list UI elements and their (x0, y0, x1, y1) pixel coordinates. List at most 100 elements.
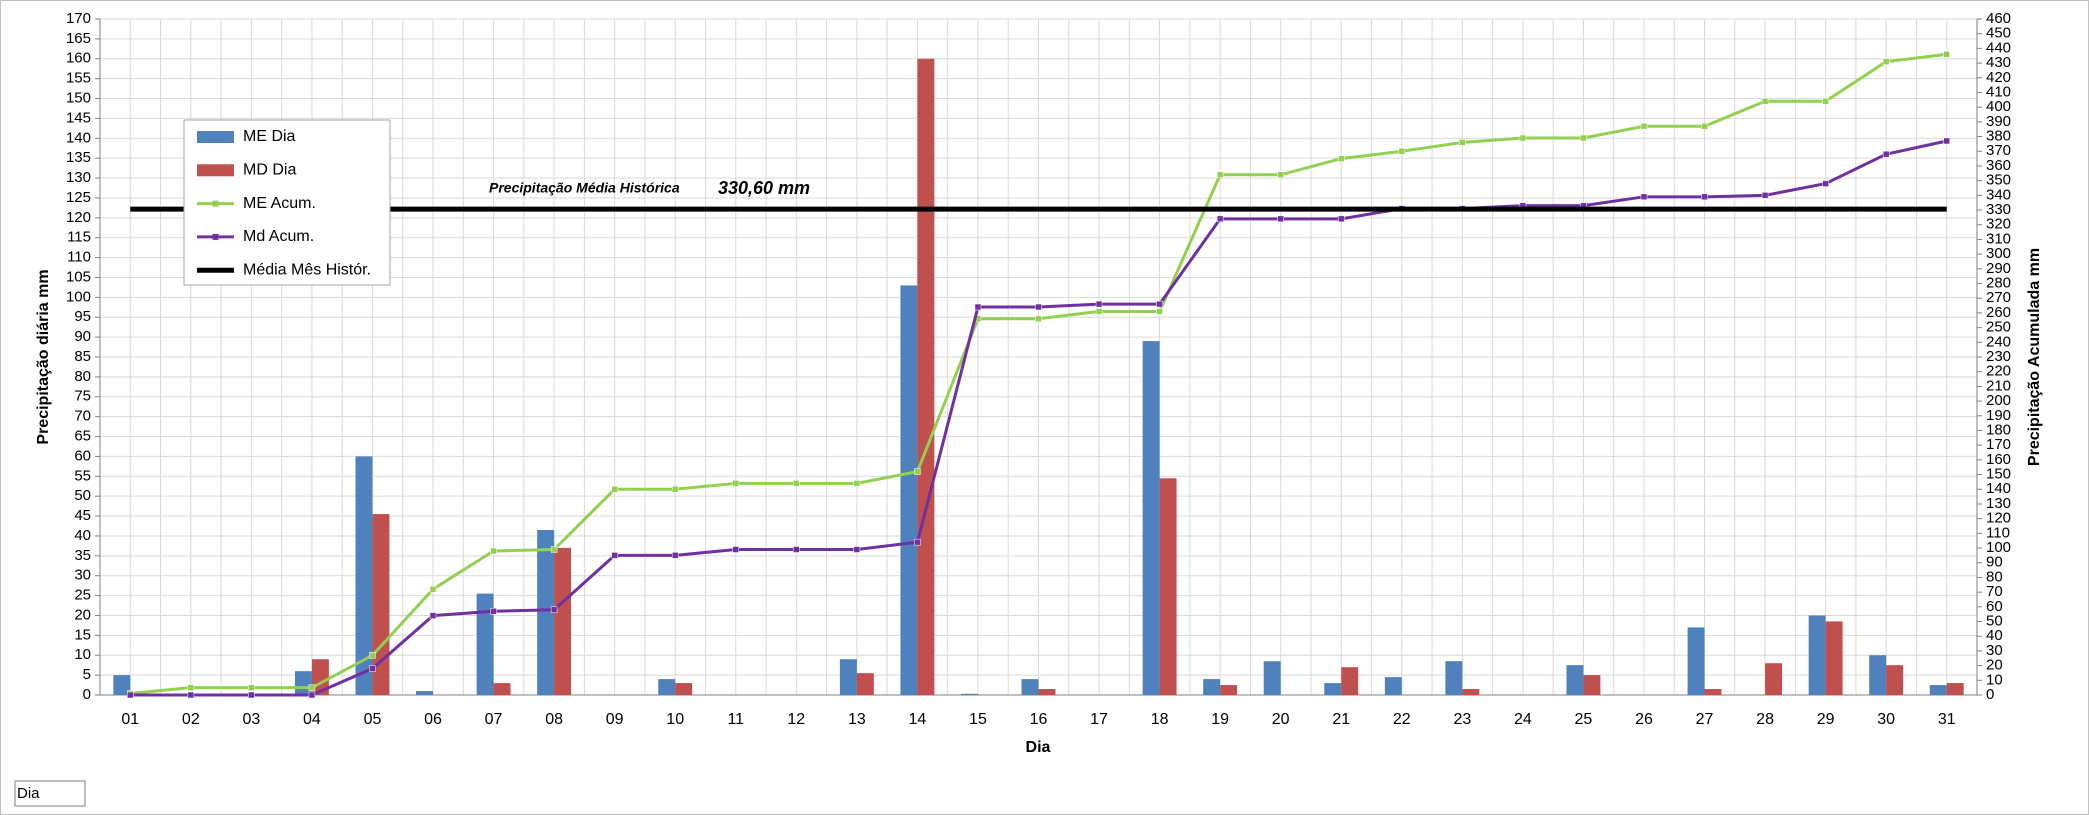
line-marker (308, 684, 316, 691)
line-marker (1095, 308, 1103, 315)
bar (1142, 341, 1160, 695)
x-tick-label: 14 (909, 711, 927, 728)
bar (1384, 677, 1402, 695)
y-tick-label: 0 (83, 686, 91, 703)
y2-tick-label: 340 (1986, 186, 2011, 203)
x-tick-label: 24 (1514, 711, 1532, 728)
y2-tick-label: 400 (1986, 98, 2011, 115)
line-marker (1640, 193, 1648, 201)
field-button-label[interactable]: Dia (17, 785, 40, 802)
line-marker (611, 552, 618, 559)
line-marker (793, 480, 800, 487)
field-button[interactable] (14, 780, 86, 807)
y-tick-label: 60 (74, 447, 91, 464)
y2-tick-label: 120 (1986, 510, 2011, 527)
bar (1566, 665, 1584, 695)
bar (416, 691, 434, 695)
y-tick-label: 45 (74, 507, 91, 524)
y-tick-label: 170 (66, 10, 91, 27)
line-marker (127, 691, 134, 699)
y-tick-label: 75 (74, 388, 91, 405)
bar (1021, 679, 1039, 695)
y-tick-label: 135 (66, 149, 91, 166)
bar (1341, 667, 1359, 695)
y2-tick-label: 220 (1986, 363, 2011, 380)
line-marker (1156, 300, 1163, 308)
y2-tick-label: 460 (1986, 10, 2011, 27)
line-marker (1216, 171, 1224, 179)
y-tick-label: 5 (83, 666, 91, 683)
line-marker (1277, 171, 1284, 179)
line-marker (1882, 58, 1890, 65)
line-marker (1882, 150, 1890, 158)
x-tick-label: 22 (1393, 711, 1411, 728)
y-tick-label: 165 (66, 30, 91, 47)
line-marker (1156, 308, 1163, 315)
bar (658, 679, 676, 695)
legend: ME Dia MD Dia ME Acum. Md Acum. Média Mês Hi… (183, 119, 391, 286)
line-marker (671, 486, 679, 493)
y2-tick-label: 60 (1986, 598, 2003, 615)
x-tick-label: 31 (1938, 711, 1956, 728)
y-tick-label: 85 (74, 348, 91, 365)
y2-tick-label: 350 (1986, 172, 2011, 189)
line-marker (429, 585, 437, 593)
bar (856, 673, 874, 695)
x-tick-label: 15 (969, 711, 987, 728)
x-tick-label: 10 (666, 711, 684, 728)
line-marker (1701, 193, 1708, 201)
line-marker (611, 486, 618, 493)
y-tick-label: 95 (74, 308, 91, 325)
line-marker (1216, 215, 1224, 223)
x-tick-label: 16 (1030, 711, 1048, 728)
x-tick-label: 05 (364, 711, 382, 728)
bar (1263, 661, 1281, 695)
legend-label: ME Dia (243, 128, 296, 145)
bar (1704, 689, 1722, 695)
reference-annotation: Precipitação Média Histórica (489, 180, 680, 196)
line-marker (793, 546, 800, 553)
y-tick-label: 120 (66, 209, 91, 226)
line-marker (550, 546, 558, 553)
line-marker (853, 546, 861, 553)
marks (113, 51, 1964, 699)
y2-tick-label: 180 (1986, 421, 2011, 438)
x-tick-label: 28 (1756, 711, 1774, 728)
y2-tick-label: 30 (1986, 642, 2003, 659)
y2-tick-label: 430 (1986, 54, 2011, 71)
y2-tick-label: 310 (1986, 230, 2011, 247)
y2-tick-label: 80 (1986, 568, 2003, 585)
line-marker (732, 480, 740, 487)
line-marker (490, 547, 497, 555)
line-marker (914, 468, 921, 475)
line-marker (1701, 123, 1708, 130)
x-tick-label: 06 (424, 711, 442, 728)
y2-tick-label: 280 (1986, 274, 2011, 291)
x-tick-label: 20 (1272, 711, 1290, 728)
y2-tick-label: 300 (1986, 245, 2011, 262)
y2-tick-label: 190 (1986, 407, 2011, 424)
bar (1462, 689, 1480, 695)
line-marker (1943, 137, 1950, 145)
y2-tick-label: 160 (1986, 451, 2011, 468)
bar (355, 456, 373, 695)
line-marker (490, 607, 497, 615)
line-marker (974, 303, 982, 311)
y-tick-label: 140 (66, 129, 91, 146)
line-marker (671, 552, 679, 559)
y-tick-label: 130 (66, 169, 91, 186)
y2-tick-label: 380 (1986, 128, 2011, 145)
legend-swatch (197, 131, 234, 143)
y2-tick-label: 10 (1986, 671, 2003, 688)
y-tick-label: 80 (74, 368, 91, 385)
x-tick-label: 13 (848, 711, 866, 728)
x-tick-label: 03 (242, 711, 260, 728)
line-marker (1337, 155, 1345, 162)
bar (1765, 663, 1783, 695)
y2-tick-label: 110 (1986, 524, 2010, 541)
y-axis-label: Precipitação diária mm (35, 269, 52, 444)
x-tick-label: 27 (1696, 711, 1714, 728)
y2-tick-label: 210 (1986, 377, 2011, 394)
line-marker (187, 684, 195, 691)
